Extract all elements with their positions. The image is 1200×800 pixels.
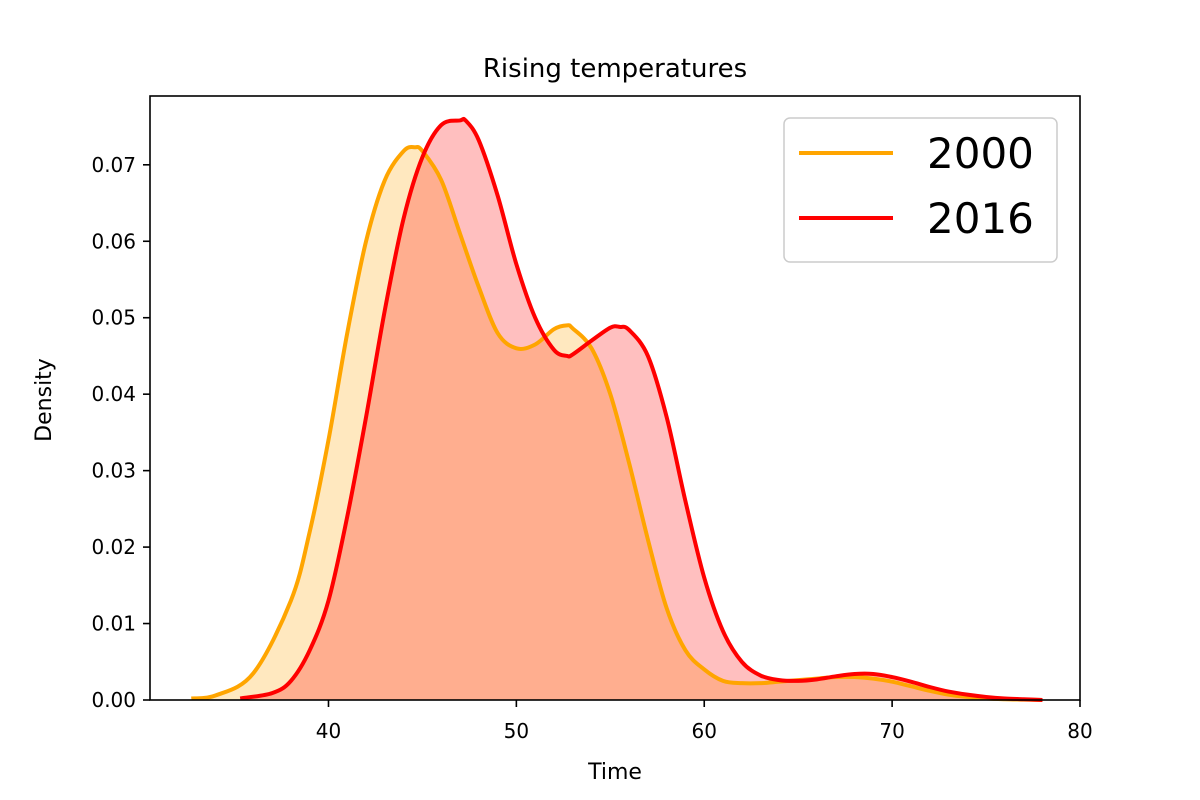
y-tick-label: 0.06 bbox=[91, 229, 136, 253]
x-tick-label: 80 bbox=[1067, 719, 1092, 743]
y-tick-label: 0.00 bbox=[91, 688, 136, 712]
density-lines bbox=[191, 116, 1043, 702]
y-tick-label: 0.03 bbox=[91, 459, 136, 483]
y-tick-label: 0.01 bbox=[91, 612, 136, 636]
density-line-2016 bbox=[239, 116, 1043, 702]
plot-frame bbox=[149, 95, 1081, 701]
density-line-2000 bbox=[191, 144, 1043, 702]
legend: 2000 2016 bbox=[783, 117, 1058, 263]
x-tick-label: 70 bbox=[879, 719, 904, 743]
y-tick-label: 0.05 bbox=[91, 306, 136, 330]
y-tick-label: 0.04 bbox=[91, 382, 136, 406]
x-tick-label: 60 bbox=[692, 719, 717, 743]
x-tick-label: 40 bbox=[316, 719, 341, 743]
x-tick-label: 50 bbox=[504, 719, 529, 743]
area-fill-2016 bbox=[240, 118, 1043, 700]
legend-label-2016: 2016 bbox=[927, 194, 1034, 243]
chart-title: Rising temperatures bbox=[483, 54, 747, 84]
y-axis-ticks: 0.00 0.01 0.02 0.03 0.04 0.05 0.06 0.07 bbox=[91, 153, 150, 712]
x-axis-label: Time bbox=[587, 760, 642, 785]
legend-label-2000: 2000 bbox=[927, 129, 1034, 178]
y-axis-label: Density bbox=[32, 358, 57, 442]
x-axis-ticks: 40 50 60 70 80 bbox=[316, 700, 1093, 743]
y-tick-label: 0.07 bbox=[91, 153, 136, 177]
y-tick-label: 0.02 bbox=[91, 535, 136, 559]
